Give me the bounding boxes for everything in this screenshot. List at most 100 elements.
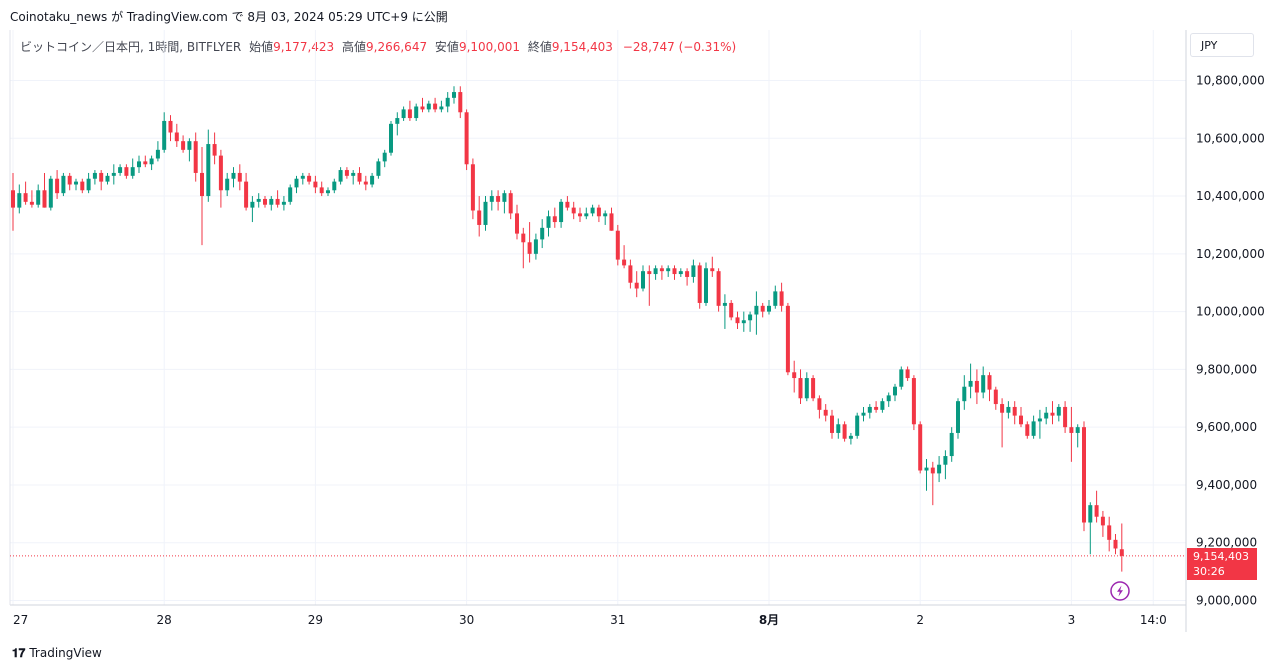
candle: [962, 375, 967, 410]
candle-body: [319, 187, 324, 194]
price-tick-label: 9,000,000: [1196, 594, 1257, 608]
candle-body: [143, 161, 148, 165]
candle-body: [722, 302, 727, 306]
candle: [836, 418, 841, 439]
currency-button[interactable]: JPY: [1190, 33, 1254, 57]
candle-body: [496, 196, 501, 202]
candle: [647, 265, 652, 306]
candle-body: [918, 424, 923, 471]
candle-body: [363, 181, 368, 185]
candle: [225, 172, 230, 197]
lightning-icon[interactable]: [1110, 581, 1130, 601]
open-label: 始値: [249, 40, 274, 54]
candle-body: [48, 178, 53, 208]
candle-body: [206, 144, 211, 197]
candle: [704, 262, 708, 306]
candle: [540, 219, 545, 249]
candle-body: [697, 265, 702, 303]
candle: [420, 97, 425, 113]
candle: [817, 395, 822, 419]
candle-body: [470, 164, 475, 211]
candle: [899, 366, 904, 390]
candle: [244, 172, 249, 211]
time-tick-label: 3: [1068, 613, 1076, 627]
candle: [105, 172, 110, 185]
candle: [256, 193, 261, 208]
price-tick-label: 9,400,000: [1196, 478, 1257, 492]
candle-body: [508, 193, 513, 214]
candle-body: [426, 103, 431, 110]
candle: [552, 207, 557, 228]
candle-body: [212, 144, 217, 156]
low-label: 安値: [434, 40, 459, 54]
candle-body: [193, 141, 198, 173]
candle-body: [1037, 418, 1042, 422]
candle-body: [464, 112, 469, 165]
candle-body: [61, 175, 66, 194]
candle: [515, 204, 519, 240]
candle-body: [313, 181, 318, 188]
candle-body: [729, 302, 734, 318]
candle: [691, 259, 696, 283]
candle: [300, 172, 305, 185]
time-tick-label: 30: [459, 613, 474, 627]
high-label: 高値: [342, 40, 367, 54]
candle-body: [735, 317, 740, 324]
candle-body: [848, 435, 853, 439]
candle-body: [338, 170, 343, 182]
candle-body: [269, 198, 274, 205]
candle: [288, 184, 293, 205]
time-axis[interactable]: 27 28 29 30 31 8月 2 3 14:0: [13, 613, 1167, 627]
candle-body: [1050, 412, 1055, 416]
candle-body: [943, 456, 948, 465]
candle: [29, 190, 34, 208]
candle-body: [836, 424, 841, 433]
candle: [830, 409, 834, 439]
candle-body: [603, 213, 608, 217]
candle-body: [584, 213, 589, 217]
candle: [502, 190, 507, 214]
candle-body: [439, 106, 444, 110]
candle-body: [773, 291, 778, 306]
candle: [811, 375, 816, 402]
candle: [17, 184, 22, 214]
candle-body: [596, 207, 601, 217]
candle: [867, 404, 872, 419]
candle-body: [130, 167, 135, 176]
candles: [11, 86, 1124, 572]
candle: [508, 190, 513, 220]
candle-body: [55, 178, 60, 194]
candle: [74, 178, 78, 191]
candle: [993, 386, 998, 410]
candle-body: [407, 109, 412, 119]
candle: [741, 311, 746, 332]
candle: [678, 268, 683, 277]
candle: [237, 164, 242, 191]
candle: [326, 187, 330, 197]
candle: [439, 100, 444, 113]
candle-body: [691, 265, 696, 277]
candle: [174, 123, 179, 147]
chart-axes: [9, 30, 1187, 632]
candle-body: [445, 97, 450, 107]
candle-body: [704, 268, 708, 303]
last-price-value: 9,154,403: [1193, 550, 1249, 563]
candle-body: [1063, 406, 1068, 428]
candle: [370, 172, 375, 188]
candle: [1044, 406, 1049, 425]
tradingview-logo[interactable]: 𝟏𝟕 TradingView: [12, 646, 102, 661]
candle-body: [74, 181, 78, 185]
candle: [1119, 523, 1124, 572]
candle-body: [571, 207, 576, 214]
candle-body: [993, 389, 998, 405]
candle-body: [395, 118, 400, 124]
candle: [760, 302, 765, 318]
price-axis[interactable]: 9,000,000 9,200,000 9,400,000 9,600,000 9,80…: [1196, 74, 1265, 608]
candle: [1031, 415, 1036, 439]
candle-body: [420, 106, 425, 110]
candle: [1037, 409, 1042, 439]
tradingview-logo-icon: 𝟏𝟕: [12, 646, 26, 660]
candle-body: [968, 380, 973, 387]
candle: [571, 201, 576, 220]
